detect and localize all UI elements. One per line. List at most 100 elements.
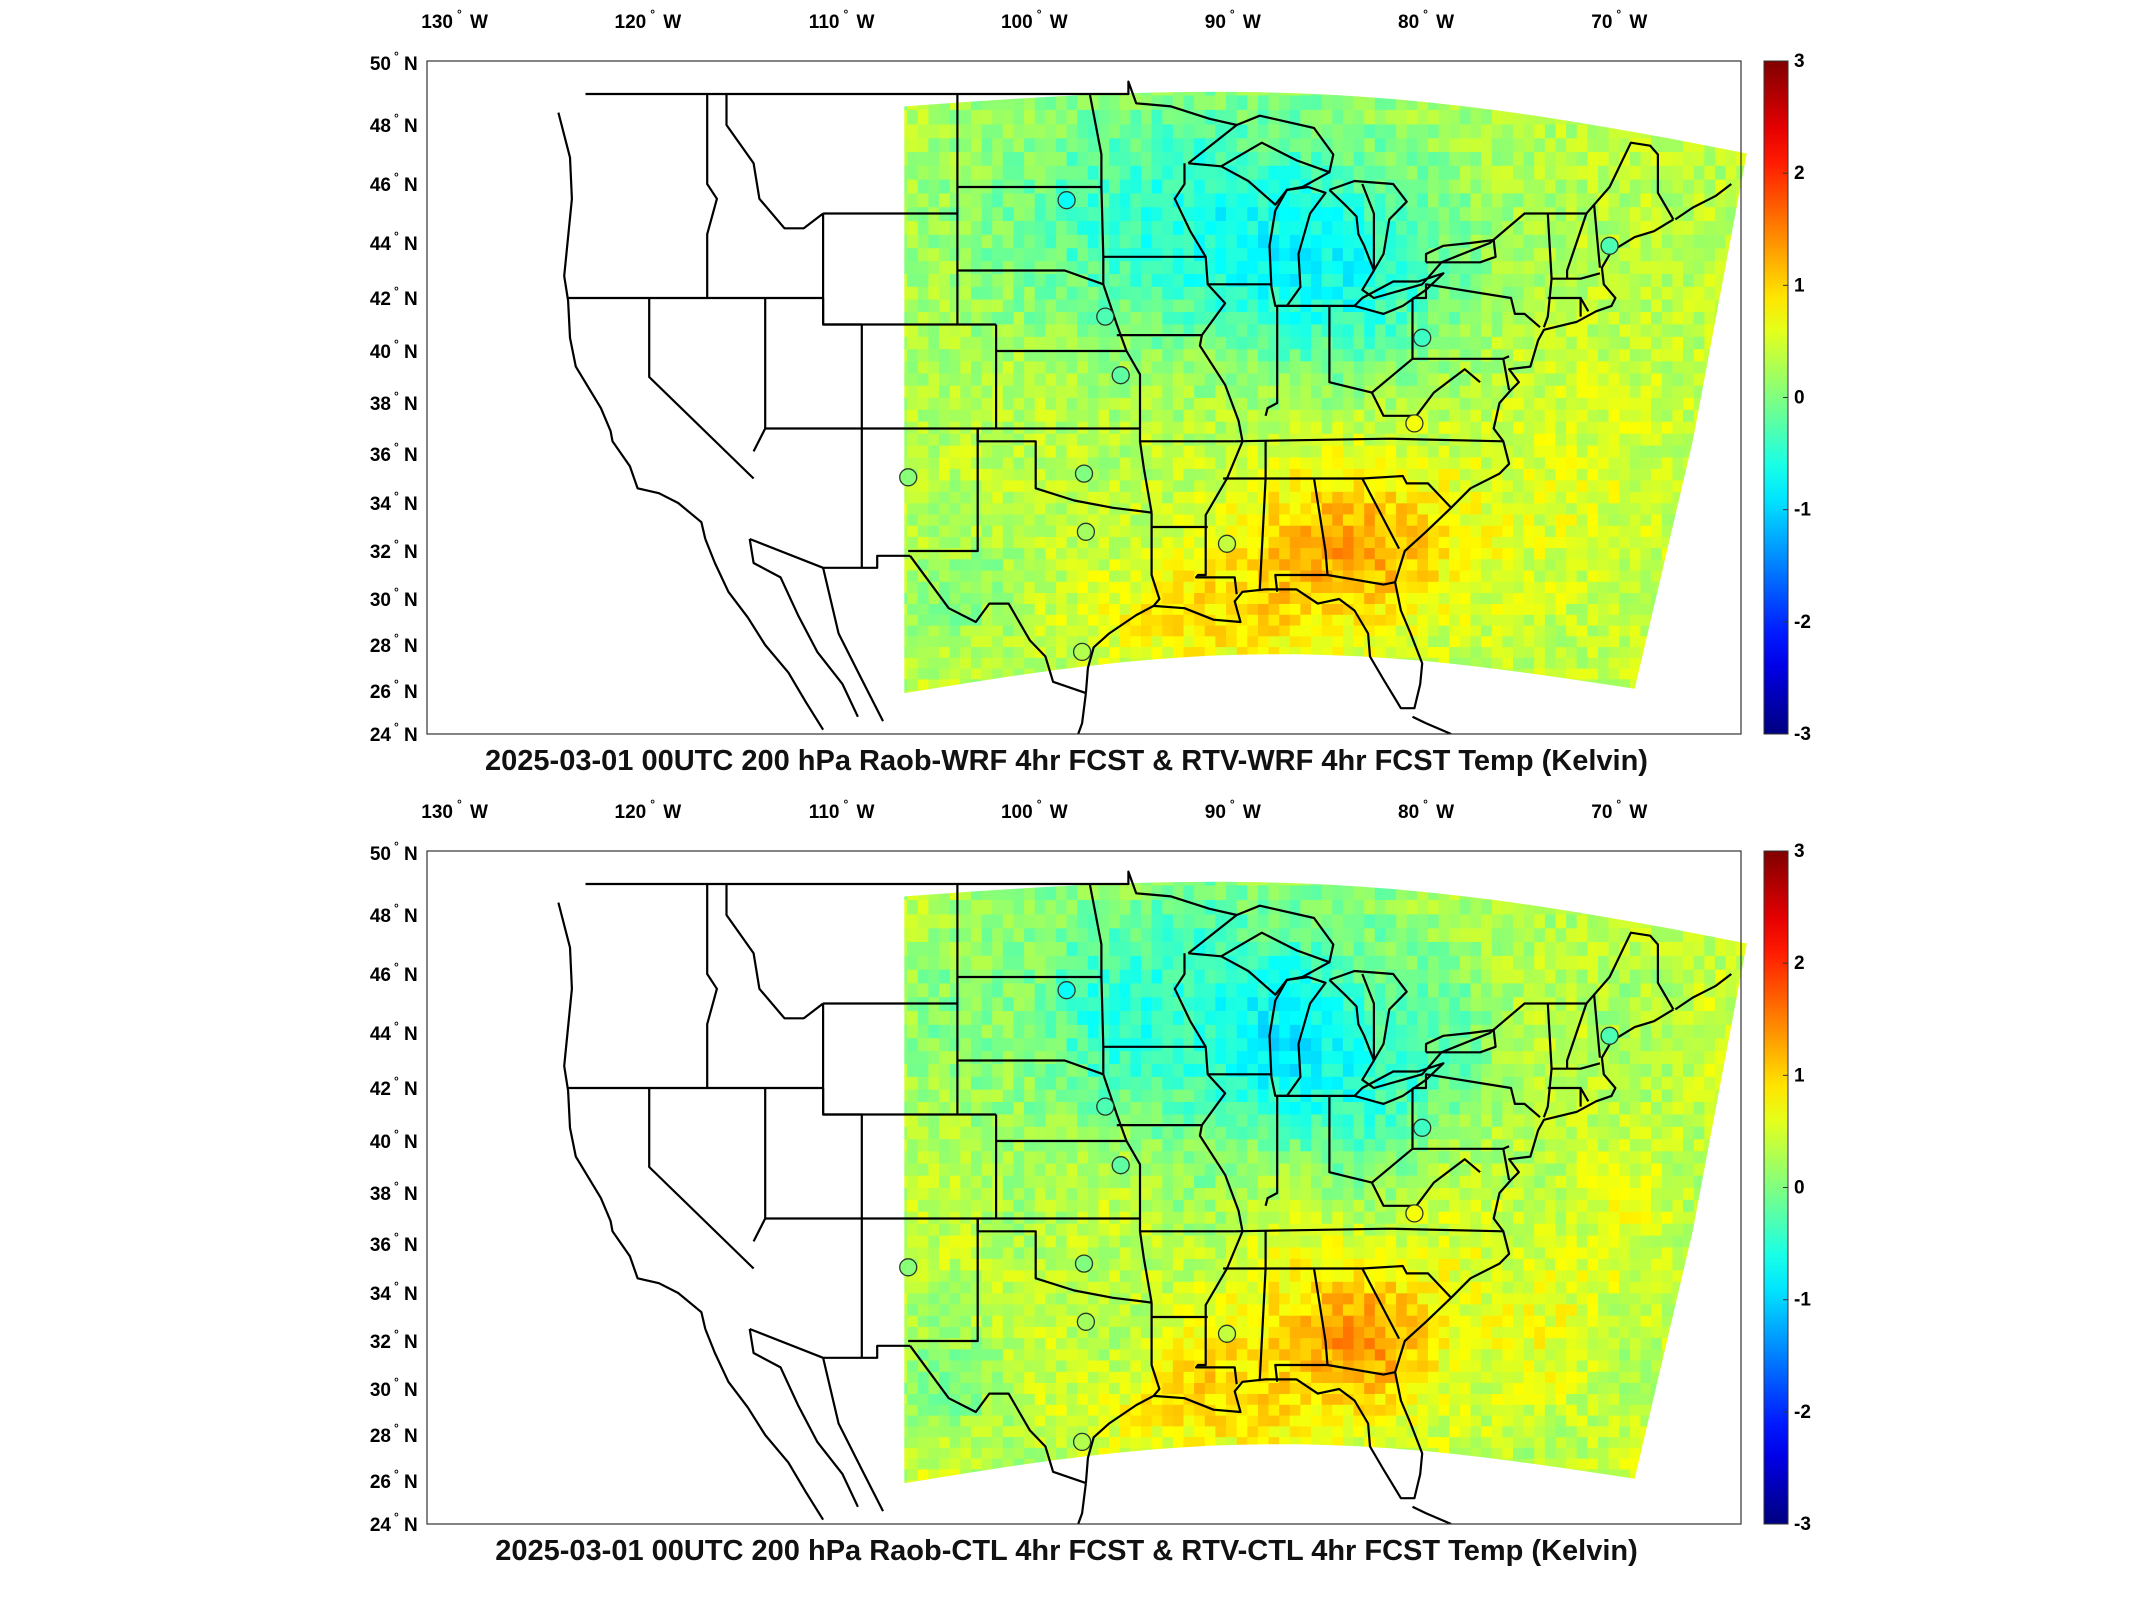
raob-station-marker bbox=[1074, 464, 1094, 483]
svg-text:W: W bbox=[1629, 12, 1647, 33]
svg-text:N: N bbox=[404, 234, 418, 255]
lake-outline bbox=[1187, 114, 1335, 174]
map-frame bbox=[426, 60, 1742, 735]
colorbar-tick-label: 0 bbox=[1794, 388, 1805, 409]
map-figure-bottom: 130 ° W 120 ° W 110 ° W 100 ° W 90 ° W 80 ° W 70 ° W 50 ° N 48 ° N… bbox=[370, 797, 1811, 1536]
lon-tick-label: 130 ° W bbox=[421, 7, 488, 33]
lat-tick-label: 44 ° N bbox=[370, 1019, 418, 1045]
lat-tick-label: 28 ° N bbox=[370, 1421, 418, 1447]
lake-outline bbox=[1328, 969, 1408, 1062]
svg-text:24: 24 bbox=[370, 725, 392, 746]
svg-text:°: ° bbox=[1230, 7, 1235, 21]
colorbar-tick-label: -1 bbox=[1794, 500, 1811, 521]
svg-text:°: ° bbox=[394, 229, 399, 243]
lat-tick-label: 42 ° N bbox=[370, 284, 418, 310]
lat-tick-label: 32 ° N bbox=[370, 537, 418, 563]
colorbar-tick-label: -1 bbox=[1794, 1290, 1811, 1311]
lat-tick-label: 44 ° N bbox=[370, 229, 418, 255]
colorbar-tick-label: 3 bbox=[1794, 51, 1805, 72]
boundary-lines bbox=[557, 80, 1732, 734]
raob-station-marker bbox=[1600, 236, 1619, 255]
raob-station-marker bbox=[899, 1258, 918, 1277]
lat-tick-label: 36 ° N bbox=[370, 1230, 418, 1256]
raob-station-marker bbox=[1413, 328, 1432, 347]
raob-station-marker bbox=[1072, 1432, 1092, 1452]
svg-text:28: 28 bbox=[370, 636, 391, 657]
svg-text:32: 32 bbox=[370, 542, 391, 563]
lat-tick-label: 34 ° N bbox=[370, 489, 418, 515]
lon-tick-label: 90 ° W bbox=[1205, 797, 1261, 823]
svg-text:°: ° bbox=[1616, 7, 1621, 21]
lat-tick-label: 36 ° N bbox=[370, 440, 418, 466]
lat-tick-label: 50 ° N bbox=[370, 49, 418, 75]
lake-outline bbox=[1424, 238, 1497, 264]
lat-tick-label: 46 ° N bbox=[370, 960, 418, 986]
raob-station-marker bbox=[1057, 191, 1076, 210]
lake-outline bbox=[1353, 1062, 1445, 1105]
lat-tick-label: 40 ° N bbox=[370, 337, 418, 363]
lon-tick-label: 130 ° W bbox=[421, 797, 488, 823]
svg-text:N: N bbox=[404, 542, 418, 563]
lon-tick-label: 110 ° W bbox=[809, 7, 875, 33]
svg-text:26: 26 bbox=[370, 682, 391, 703]
svg-text:°: ° bbox=[394, 537, 399, 551]
lat-tick-label: 24 ° N bbox=[370, 1510, 418, 1536]
svg-text:N: N bbox=[404, 590, 418, 611]
lake-outline bbox=[1328, 179, 1408, 272]
raob-station-marker bbox=[1057, 981, 1076, 1000]
lat-tick-label: 30 ° N bbox=[370, 1375, 418, 1401]
raob-station-marker bbox=[1074, 1254, 1094, 1273]
lat-tick-label: 26 ° N bbox=[370, 677, 418, 703]
svg-text:°: ° bbox=[394, 440, 399, 454]
lon-tick-label: 80 ° W bbox=[1398, 797, 1454, 823]
lon-tick-label: 100 ° W bbox=[1001, 797, 1068, 823]
raob-station-marker bbox=[1096, 1097, 1115, 1116]
raob-station-marker bbox=[1405, 1204, 1424, 1223]
svg-text:W: W bbox=[1243, 12, 1261, 33]
svg-text:N: N bbox=[404, 445, 418, 466]
svg-text:N: N bbox=[404, 682, 418, 703]
svg-text:N: N bbox=[404, 289, 418, 310]
svg-text:°: ° bbox=[394, 284, 399, 298]
svg-text:W: W bbox=[1436, 12, 1454, 33]
svg-text:°: ° bbox=[394, 677, 399, 691]
lake-outline bbox=[1187, 904, 1335, 964]
lat-tick-label: 34 ° N bbox=[370, 1279, 418, 1305]
map-figure-top: 130 ° W 120 ° W 110 ° W 100 ° W 90 ° W 80 ° W 70 ° W50 ° N48 ° N… bbox=[370, 7, 1811, 746]
svg-text:48: 48 bbox=[370, 116, 391, 137]
colorbar-tick-label: -2 bbox=[1794, 612, 1811, 633]
svg-text:W: W bbox=[470, 12, 488, 33]
svg-text:N: N bbox=[404, 342, 418, 363]
lake-outline bbox=[1424, 1028, 1497, 1054]
lat-tick-label: 38 ° N bbox=[370, 1179, 418, 1205]
lake-outline bbox=[1268, 185, 1327, 307]
panel-title-top: 2025-03-01 00UTC 200 hPa Raob-WRF 4hr FC… bbox=[485, 745, 1648, 777]
lon-tick-label: 70 ° W bbox=[1591, 7, 1647, 33]
colorbar-tick-label: -2 bbox=[1794, 1402, 1811, 1423]
svg-text:°: ° bbox=[394, 585, 399, 599]
svg-text:°: ° bbox=[1423, 7, 1428, 21]
lat-tick-label: 32 ° N bbox=[370, 1327, 418, 1353]
svg-text:36: 36 bbox=[370, 445, 391, 466]
lon-tick-label: 110 ° W bbox=[809, 797, 875, 823]
svg-text:°: ° bbox=[394, 337, 399, 351]
svg-text:°: ° bbox=[394, 170, 399, 184]
raob-station-marker bbox=[1111, 366, 1130, 385]
colorbar-tick-label: -3 bbox=[1794, 1514, 1811, 1535]
colorbar-tick-label: 1 bbox=[1794, 275, 1805, 296]
svg-text:W: W bbox=[856, 12, 874, 33]
raob-station-marker bbox=[1405, 414, 1424, 433]
panel-title-bottom: 2025-03-01 00UTC 200 hPa Raob-CTL 4hr FC… bbox=[495, 1535, 1638, 1567]
svg-text:N: N bbox=[404, 494, 418, 515]
svg-text:N: N bbox=[404, 175, 418, 196]
map-frame bbox=[426, 850, 1742, 1525]
svg-text:N: N bbox=[404, 394, 418, 415]
lat-tick-label: 42 ° N bbox=[370, 1074, 418, 1100]
svg-text:100: 100 bbox=[1001, 12, 1033, 33]
svg-text:46: 46 bbox=[370, 175, 391, 196]
colorbar-tick-label: 1 bbox=[1794, 1065, 1805, 1086]
svg-text:90: 90 bbox=[1205, 12, 1226, 33]
svg-text:130: 130 bbox=[421, 12, 453, 33]
raob-station-marker bbox=[1076, 1312, 1096, 1331]
lake-outline bbox=[1268, 975, 1327, 1097]
